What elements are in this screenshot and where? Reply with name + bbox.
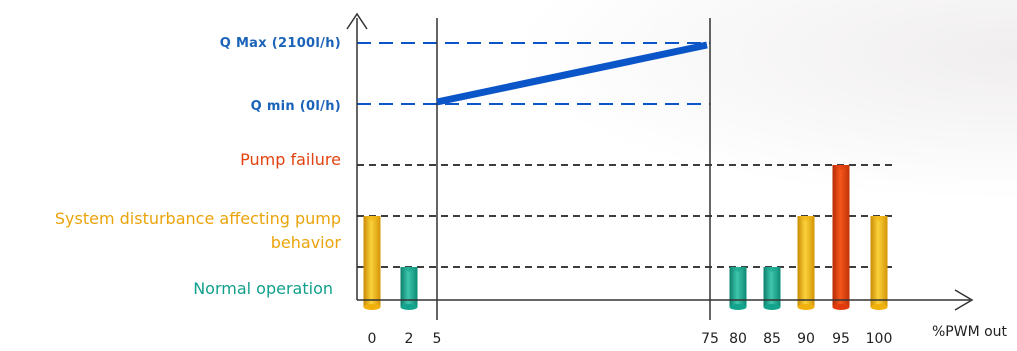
y-axis-arrow — [346, 12, 368, 30]
bar-2 — [400, 267, 418, 310]
x-tick-label: 0 — [367, 331, 377, 347]
x-axis-arrow — [954, 289, 974, 311]
x-tick-label: 95 — [832, 331, 850, 347]
x-tick-label: 85 — [763, 331, 781, 347]
x-tick-label: 90 — [797, 331, 815, 347]
x-axis-title: %PWM out — [932, 324, 1008, 340]
flow-line — [436, 41, 708, 106]
label-q-min: Q min (0l/h) — [250, 99, 341, 114]
bar-85 — [763, 267, 781, 310]
bar-90 — [797, 216, 815, 310]
bar-95 — [832, 165, 850, 310]
label-pump-failure: Pump failure — [240, 150, 341, 169]
x-tick-label: 2 — [404, 331, 414, 347]
x-tick-label: 5 — [432, 331, 442, 347]
x-tick-label: 80 — [729, 331, 747, 347]
label-disturbance: System disturbance affecting pump behavi… — [54, 209, 341, 252]
bar-80 — [729, 267, 747, 310]
bar-100 — [870, 216, 888, 310]
x-tick-label: 100 — [865, 331, 893, 347]
x-tick-label: 75 — [701, 331, 719, 347]
label-q-max: Q Max (2100l/h) — [219, 36, 341, 51]
label-normal-operation: Normal operation — [193, 279, 333, 298]
bar-0 — [363, 216, 381, 310]
